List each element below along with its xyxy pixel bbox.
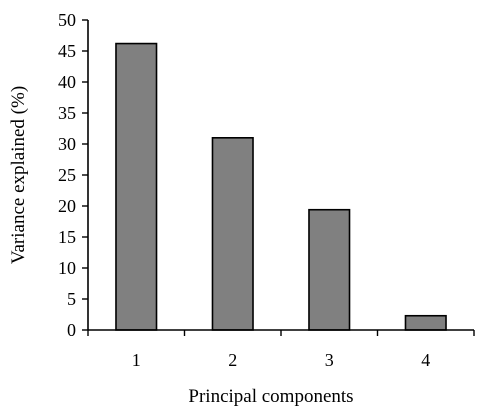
x-axis-ticks: 1 2 3 4: [87, 330, 475, 370]
y-tick-label: 0: [67, 320, 76, 340]
y-tick-label: 50: [58, 10, 76, 30]
y-axis-label: Variance explained (%): [8, 86, 29, 264]
bar-pc-3: [308, 208, 351, 331]
y-tick-label: 40: [58, 72, 76, 92]
y-tick-label: 10: [58, 258, 76, 278]
bar-pc-4: [404, 314, 447, 331]
bar-pc-1: [115, 42, 158, 331]
y-tick-label: 45: [58, 41, 76, 61]
x-axis-label: Principal components: [188, 386, 353, 407]
x-tick-label: 3: [325, 350, 334, 370]
y-tick-label: 5: [67, 289, 76, 309]
bar-pc-2: [211, 137, 254, 331]
y-tick-label: 25: [58, 165, 76, 185]
y-tick-label: 20: [58, 196, 76, 216]
y-tick-label: 35: [58, 103, 76, 123]
bars: [115, 42, 447, 331]
x-tick-label: 1: [132, 350, 141, 370]
x-tick-label: 4: [421, 350, 430, 370]
x-tick-label: 2: [228, 350, 237, 370]
y-tick-label: 30: [58, 134, 76, 154]
y-tick-label: 15: [58, 227, 76, 247]
y-axis-ticks: 0 5 10 15 20 25 30 35 40 45 50: [58, 10, 88, 340]
